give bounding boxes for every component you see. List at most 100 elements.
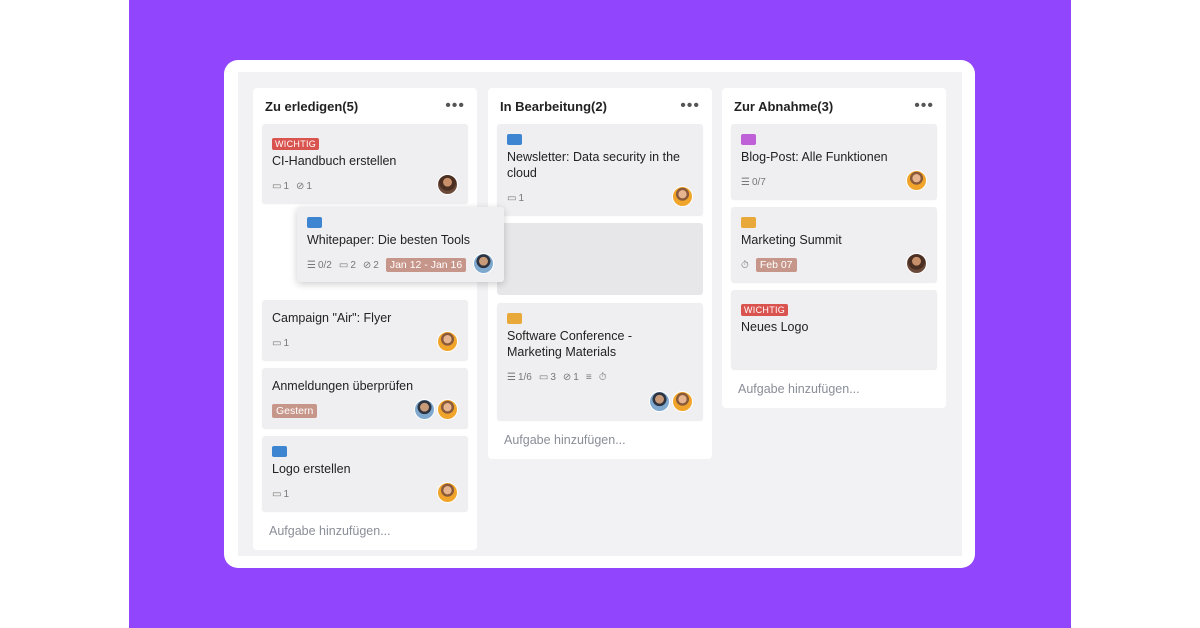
- avatar[interactable]: [906, 170, 927, 191]
- card-meta: ☰ 1/6 ▭ 3 ⊘ 1 ≡ ⏱: [507, 368, 693, 386]
- avatar[interactable]: [437, 399, 458, 420]
- card-title: Logo erstellen: [272, 462, 351, 476]
- card-meta: ▭ 1: [507, 189, 693, 207]
- label-wichtig: WICHTIG: [272, 138, 320, 150]
- timer: ⏱: [599, 372, 607, 383]
- avatar[interactable]: [906, 253, 927, 274]
- comment-icon: ▭: [538, 371, 549, 383]
- assignees: [437, 174, 458, 195]
- comment-icon: ▭: [272, 488, 282, 500]
- card-title: Software Conference - Marketing Material…: [507, 329, 633, 359]
- checklist-count: 0/7: [751, 176, 766, 188]
- comment: ▭ 1: [272, 489, 289, 500]
- card-meta: ☰ 0/7: [741, 173, 927, 191]
- timer-icon: ⏱: [598, 371, 607, 383]
- column-1: In Bearbeitung(2) ••• Newsletter: Data sec…: [488, 88, 712, 459]
- comment-count: 1: [283, 337, 290, 349]
- add-task-link[interactable]: Aufgabe hinzufügen...: [738, 382, 860, 396]
- card-meta: [741, 343, 927, 361]
- task-card[interactable]: Blog-Post: Alle Funktionen ☰ 0/7: [731, 124, 937, 199]
- label-wichtig: WICHTIG: [741, 304, 789, 316]
- avatar[interactable]: [473, 253, 494, 274]
- attachment-count: 1: [573, 371, 579, 383]
- assignees: [649, 391, 693, 412]
- checklist-icon: ☰: [507, 371, 516, 383]
- assignees: [473, 253, 494, 274]
- comment: ▭ 1: [507, 193, 524, 204]
- card-title: Whitepaper: Die besten Tools: [307, 233, 471, 247]
- task-card[interactable]: WICHTIG CI-Handbuch erstellen ▭ 1 ⊘ 1: [262, 124, 468, 203]
- due-date-badge[interactable]: Gestern: [272, 404, 318, 418]
- avatar[interactable]: [672, 391, 693, 412]
- attachment: ⊘ 2: [363, 260, 379, 271]
- card-title: Neues Logo: [741, 320, 809, 334]
- task-card[interactable]: Marketing Summit ⏱ Feb 07: [731, 207, 937, 282]
- task-card[interactable]: Newsletter: Data security in the cloud ▭ 1: [497, 124, 703, 215]
- avatar[interactable]: [437, 331, 458, 352]
- attachment: ⊘ 1: [296, 181, 312, 192]
- drop-placeholder: [497, 223, 703, 295]
- add-task-link[interactable]: Aufgabe hinzufügen...: [269, 524, 391, 538]
- more-options-icon[interactable]: •••: [914, 97, 934, 114]
- avatar[interactable]: [414, 399, 435, 420]
- avatar[interactable]: [437, 482, 458, 503]
- task-card[interactable]: Anmeldungen überprüfen Gestern: [262, 368, 468, 428]
- add-task-link[interactable]: Aufgabe hinzufügen...: [504, 433, 626, 447]
- column-header: Zu erledigen(5) •••: [262, 88, 468, 124]
- comment-count: 1: [518, 192, 525, 204]
- task-card[interactable]: Logo erstellen ▭ 1: [262, 436, 468, 511]
- assignees: [672, 186, 693, 207]
- comment-count: 1: [283, 488, 290, 500]
- color-label: [741, 134, 756, 145]
- description: ≡: [586, 372, 592, 383]
- checklist-icon: ☰: [741, 176, 750, 188]
- comment-icon: ▭: [272, 180, 282, 192]
- attachment: ⊘ 1: [563, 372, 579, 383]
- card-meta: ▭ 1: [272, 485, 458, 503]
- comment-count: 3: [550, 371, 556, 383]
- checklist: ☰ 0/7: [741, 177, 766, 188]
- card-title: Campaign "Air": Flyer: [272, 311, 392, 325]
- checklist-icon: ☰: [307, 259, 316, 271]
- column-header: Zur Abnahme(3) •••: [731, 88, 937, 124]
- checklist-count: 0/2: [317, 259, 332, 271]
- more-options-icon[interactable]: •••: [680, 97, 700, 114]
- due-date-badge[interactable]: Jan 12 - Jan 16: [385, 258, 467, 272]
- task-card[interactable]: Software Conference - Marketing Material…: [497, 303, 703, 420]
- comment: ▭ 2: [339, 260, 356, 271]
- assignees: [437, 331, 458, 352]
- comment-icon: ▭: [338, 259, 349, 271]
- more-options-icon[interactable]: •••: [445, 97, 465, 114]
- column-header: In Bearbeitung(2) •••: [497, 88, 703, 124]
- attachment-count: 1: [306, 180, 312, 192]
- checklist-count: 1/6: [517, 371, 532, 383]
- comment: ▭ 1: [272, 338, 289, 349]
- card-title: Blog-Post: Alle Funktionen: [741, 150, 888, 164]
- color-label: [741, 217, 756, 228]
- color-label: [507, 313, 522, 324]
- task-card[interactable]: WICHTIG Neues Logo: [731, 290, 937, 369]
- timer: ⏱: [741, 260, 749, 271]
- due-date-badge[interactable]: Feb 07: [755, 258, 797, 272]
- card-title: Newsletter: Data security in the cloud: [507, 150, 680, 180]
- avatar[interactable]: [437, 174, 458, 195]
- timer-icon: ⏱: [741, 259, 749, 271]
- attachment-icon: ⊘: [562, 371, 572, 383]
- attachment-icon: ⊘: [296, 180, 305, 192]
- card-meta: Gestern: [272, 402, 458, 420]
- comment-count: 2: [350, 259, 356, 271]
- attachment-icon: ⊘: [362, 259, 372, 271]
- checklist: ☰ 0/2: [307, 260, 332, 271]
- card-meta: ▭ 1: [272, 334, 458, 352]
- dragged-task-card[interactable]: Whitepaper: Die besten Tools ☰ 0/2 ▭ 2 ⊘ 2 Jan …: [297, 207, 504, 282]
- avatar[interactable]: [649, 391, 670, 412]
- color-label: [507, 134, 522, 145]
- description-icon: ≡: [585, 371, 592, 383]
- attachment-count: 2: [373, 259, 379, 271]
- task-card[interactable]: Campaign "Air": Flyer ▭ 1: [262, 300, 468, 360]
- column-title: Zur Abnahme(3): [734, 98, 834, 114]
- comment-count: 1: [283, 180, 290, 192]
- card-meta: ⏱ Feb 07: [741, 256, 927, 274]
- avatar[interactable]: [672, 186, 693, 207]
- card-meta: ☰ 0/2 ▭ 2 ⊘ 2 Jan 12 - Jan 16: [307, 256, 494, 274]
